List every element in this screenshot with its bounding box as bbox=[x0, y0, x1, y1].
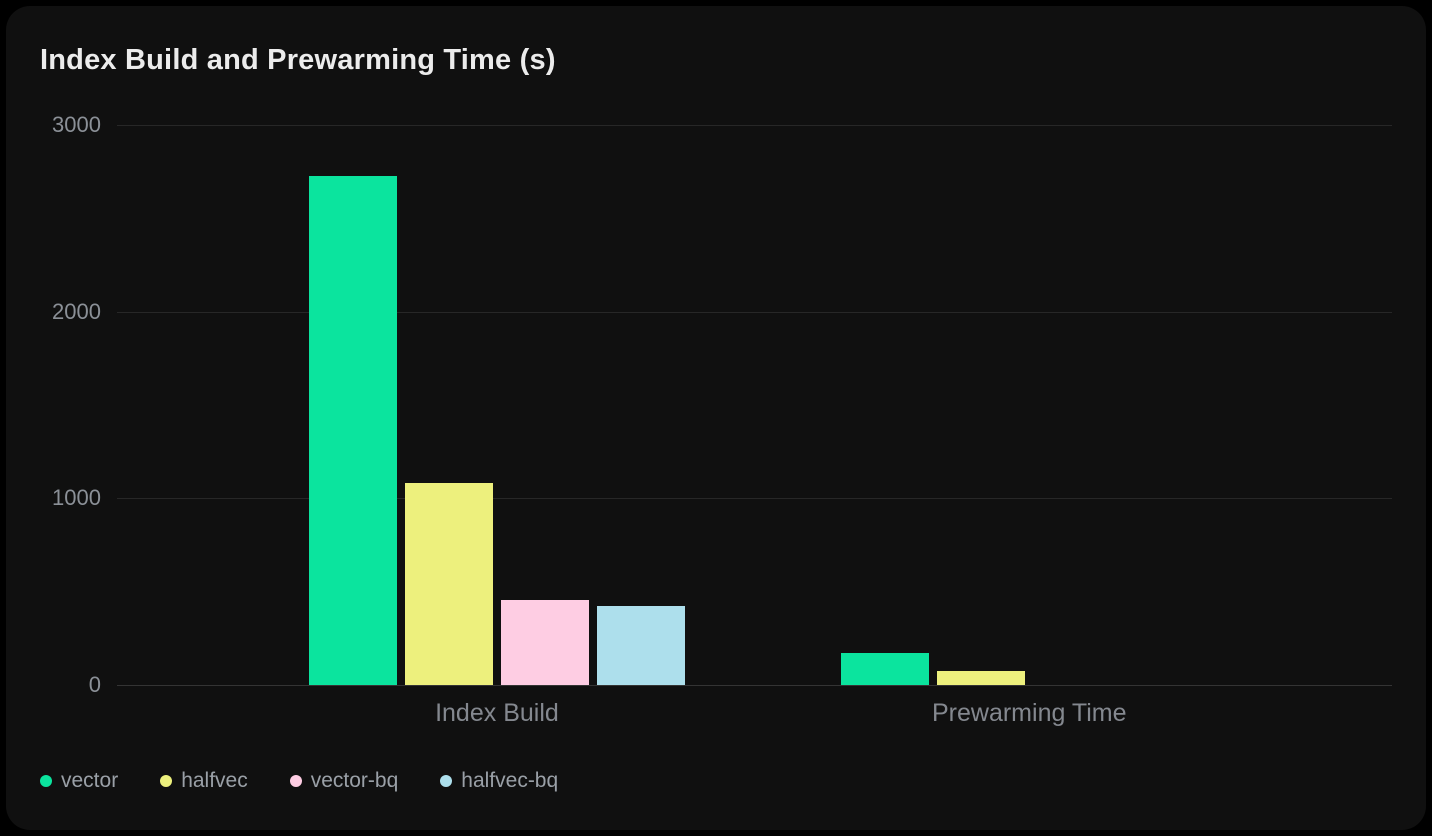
gridline-3000 bbox=[117, 125, 1392, 126]
legend-dot-icon bbox=[160, 775, 173, 787]
y-axis-tick-3000: 3000 bbox=[52, 112, 101, 137]
plot-area: 0 1000 2000 3000 Index Build Prewarming Time bbox=[52, 112, 1392, 727]
x-axis-label-index-build: Index Build bbox=[435, 699, 559, 727]
bar-halfvec-prewarming-time bbox=[937, 671, 1026, 685]
legend-dot-icon bbox=[440, 775, 453, 787]
gridline-2000 bbox=[117, 311, 1392, 313]
legend-label: vector bbox=[61, 769, 119, 792]
chart-card: Index Build and Prewarming Time (s) 0 100… bbox=[6, 6, 1426, 830]
bar-vector-index-build bbox=[308, 176, 397, 685]
y-axis-tick-1000: 1000 bbox=[52, 485, 101, 511]
bar-halfvec-bq-index-build bbox=[596, 605, 685, 685]
legend-dot-icon bbox=[289, 775, 302, 787]
legend: vector halfvec vector-bq halfvec-bq bbox=[40, 769, 558, 793]
y-axis-tick-0: 0 bbox=[88, 672, 101, 697]
gridline-1000 bbox=[117, 498, 1392, 500]
legend-label: vector-bq bbox=[310, 769, 399, 792]
x-axis-label-prewarming-time: Prewarming Time bbox=[932, 699, 1127, 727]
legend-label: halfvec-bq bbox=[461, 769, 559, 792]
y-axis-tick-2000: 2000 bbox=[52, 298, 101, 324]
bar-vector-prewarming-time bbox=[841, 653, 930, 685]
legend-item-vector: vector bbox=[40, 769, 118, 793]
legend-item-halfvec-bq: halfvec-bq bbox=[440, 769, 558, 793]
legend-item-halfvec: halfvec bbox=[160, 769, 248, 793]
legend-dot-icon bbox=[40, 775, 52, 787]
chart-title: Index Build and Prewarming Time (s) bbox=[40, 44, 556, 76]
bar-halfvec-index-build bbox=[404, 483, 493, 685]
legend-item-vector-bq: vector-bq bbox=[289, 769, 399, 793]
gridline-0 bbox=[117, 685, 1392, 686]
legend-label: halfvec bbox=[181, 769, 248, 792]
bar-vector-bq-index-build bbox=[500, 600, 589, 685]
